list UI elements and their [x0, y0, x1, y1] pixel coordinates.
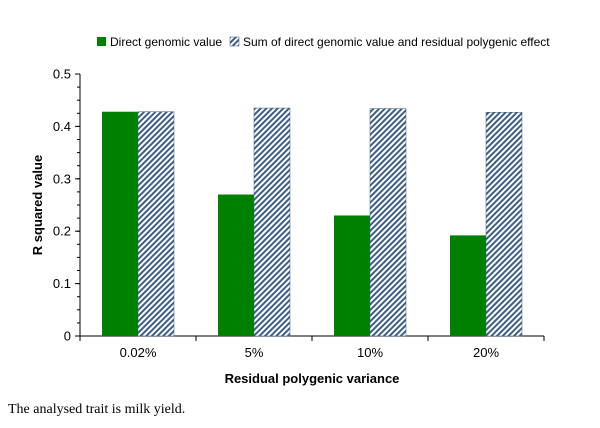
bar-chart: Direct genomic value Sum of direct genom… — [30, 35, 550, 386]
bar-sum-genomic-polygenic — [137, 111, 175, 337]
x-tick-label: 0.02% — [120, 345, 157, 360]
figure-caption: The analysed trait is milk yield. — [8, 402, 186, 417]
x-axis-title: Residual polygenic variance — [225, 371, 400, 386]
bar-direct-genomic-value — [334, 215, 370, 336]
bar-sum-genomic-polygenic — [485, 112, 523, 337]
y-tick-label: 0.3 — [53, 171, 71, 186]
bar-direct-genomic-value — [218, 194, 254, 336]
x-tick-label: 20% — [473, 345, 499, 360]
legend-swatch-sum — [229, 36, 240, 47]
x-tick-label: 10% — [357, 345, 383, 360]
legend-label-direct: Direct genomic value — [110, 35, 222, 49]
y-tick-label: 0.4 — [53, 119, 71, 134]
legend-label-sum: Sum of direct genomic value and residual… — [243, 35, 550, 49]
y-axis-title: R squared value — [30, 155, 45, 255]
y-tick-label: 0.5 — [53, 67, 71, 82]
y-ticks: 0 0.1 0.2 0.3 0.4 0.5 — [53, 67, 80, 344]
bar-sum-genomic-polygenic — [253, 107, 291, 337]
bar-direct-genomic-value — [450, 235, 486, 336]
x-ticks: 0.02% 5% 10% 20% — [79, 336, 545, 360]
bar-direct-genomic-value — [102, 111, 138, 336]
x-tick-label: 5% — [245, 345, 264, 360]
y-tick-label: 0.1 — [53, 276, 71, 291]
bars — [102, 107, 523, 337]
legend-swatch-direct — [97, 37, 106, 46]
y-tick-label: 0 — [64, 329, 71, 344]
legend: Direct genomic value Sum of direct genom… — [97, 35, 550, 49]
bar-sum-genomic-polygenic — [369, 108, 407, 337]
y-tick-label: 0.2 — [53, 224, 71, 239]
